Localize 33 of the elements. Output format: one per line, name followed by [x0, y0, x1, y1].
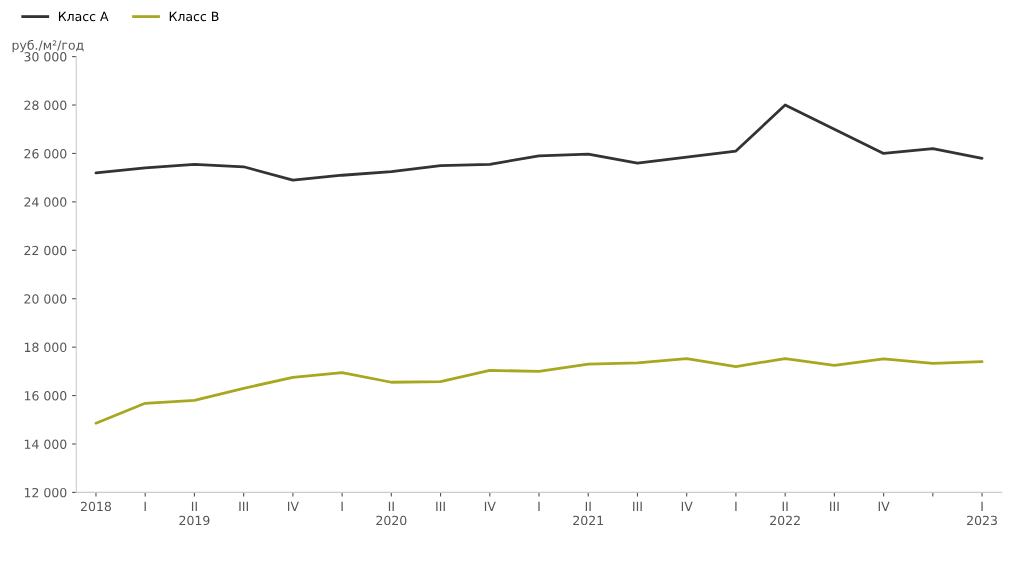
x-tick-label: III	[830, 501, 839, 511]
y-tick-label: 22 000	[24, 245, 67, 256]
line-series	[94, 103, 984, 182]
legend-label: Класс В	[169, 11, 219, 22]
x-tick-label: I	[735, 501, 737, 511]
x-tick-label: IV	[484, 501, 496, 511]
y-axis-title: руб./м²/год	[12, 39, 84, 53]
x-tick-label: I	[144, 501, 146, 511]
line-series	[94, 357, 984, 425]
x-tick-label: III	[436, 501, 445, 511]
x-tick-label: 2018	[80, 501, 112, 512]
legend-label: Класс А	[58, 11, 109, 22]
x-tick-label: I	[341, 501, 343, 511]
y-tick-label: 24 000	[24, 197, 67, 207]
x-tick-label: II 2021	[573, 501, 603, 526]
x-tick-label: I 2023	[967, 501, 997, 526]
y-tick-label: 28 000	[24, 100, 67, 110]
y-tick-label: 12 000	[24, 487, 67, 498]
x-tick-label: IV	[287, 501, 299, 511]
x-tick-label: III	[239, 501, 248, 511]
y-tick-label: 26 000	[24, 148, 67, 159]
y-tick-label: 20 000	[24, 294, 67, 304]
x-tick-label: I	[538, 501, 540, 511]
x-tick-label: II 2020	[376, 501, 407, 526]
y-tick-label: 14 000	[24, 439, 67, 449]
x-tick-label: IV	[681, 501, 693, 511]
x-tick-label: II 2019	[179, 501, 210, 526]
y-tick-label: 30 000	[24, 52, 67, 62]
x-tick-label: III	[633, 501, 642, 511]
y-tick-label: 16 000	[24, 391, 67, 401]
y-tick-label: 18 000	[24, 342, 67, 353]
x-tick-label: II 2022	[770, 501, 800, 526]
x-tick-label: IV	[878, 501, 890, 511]
